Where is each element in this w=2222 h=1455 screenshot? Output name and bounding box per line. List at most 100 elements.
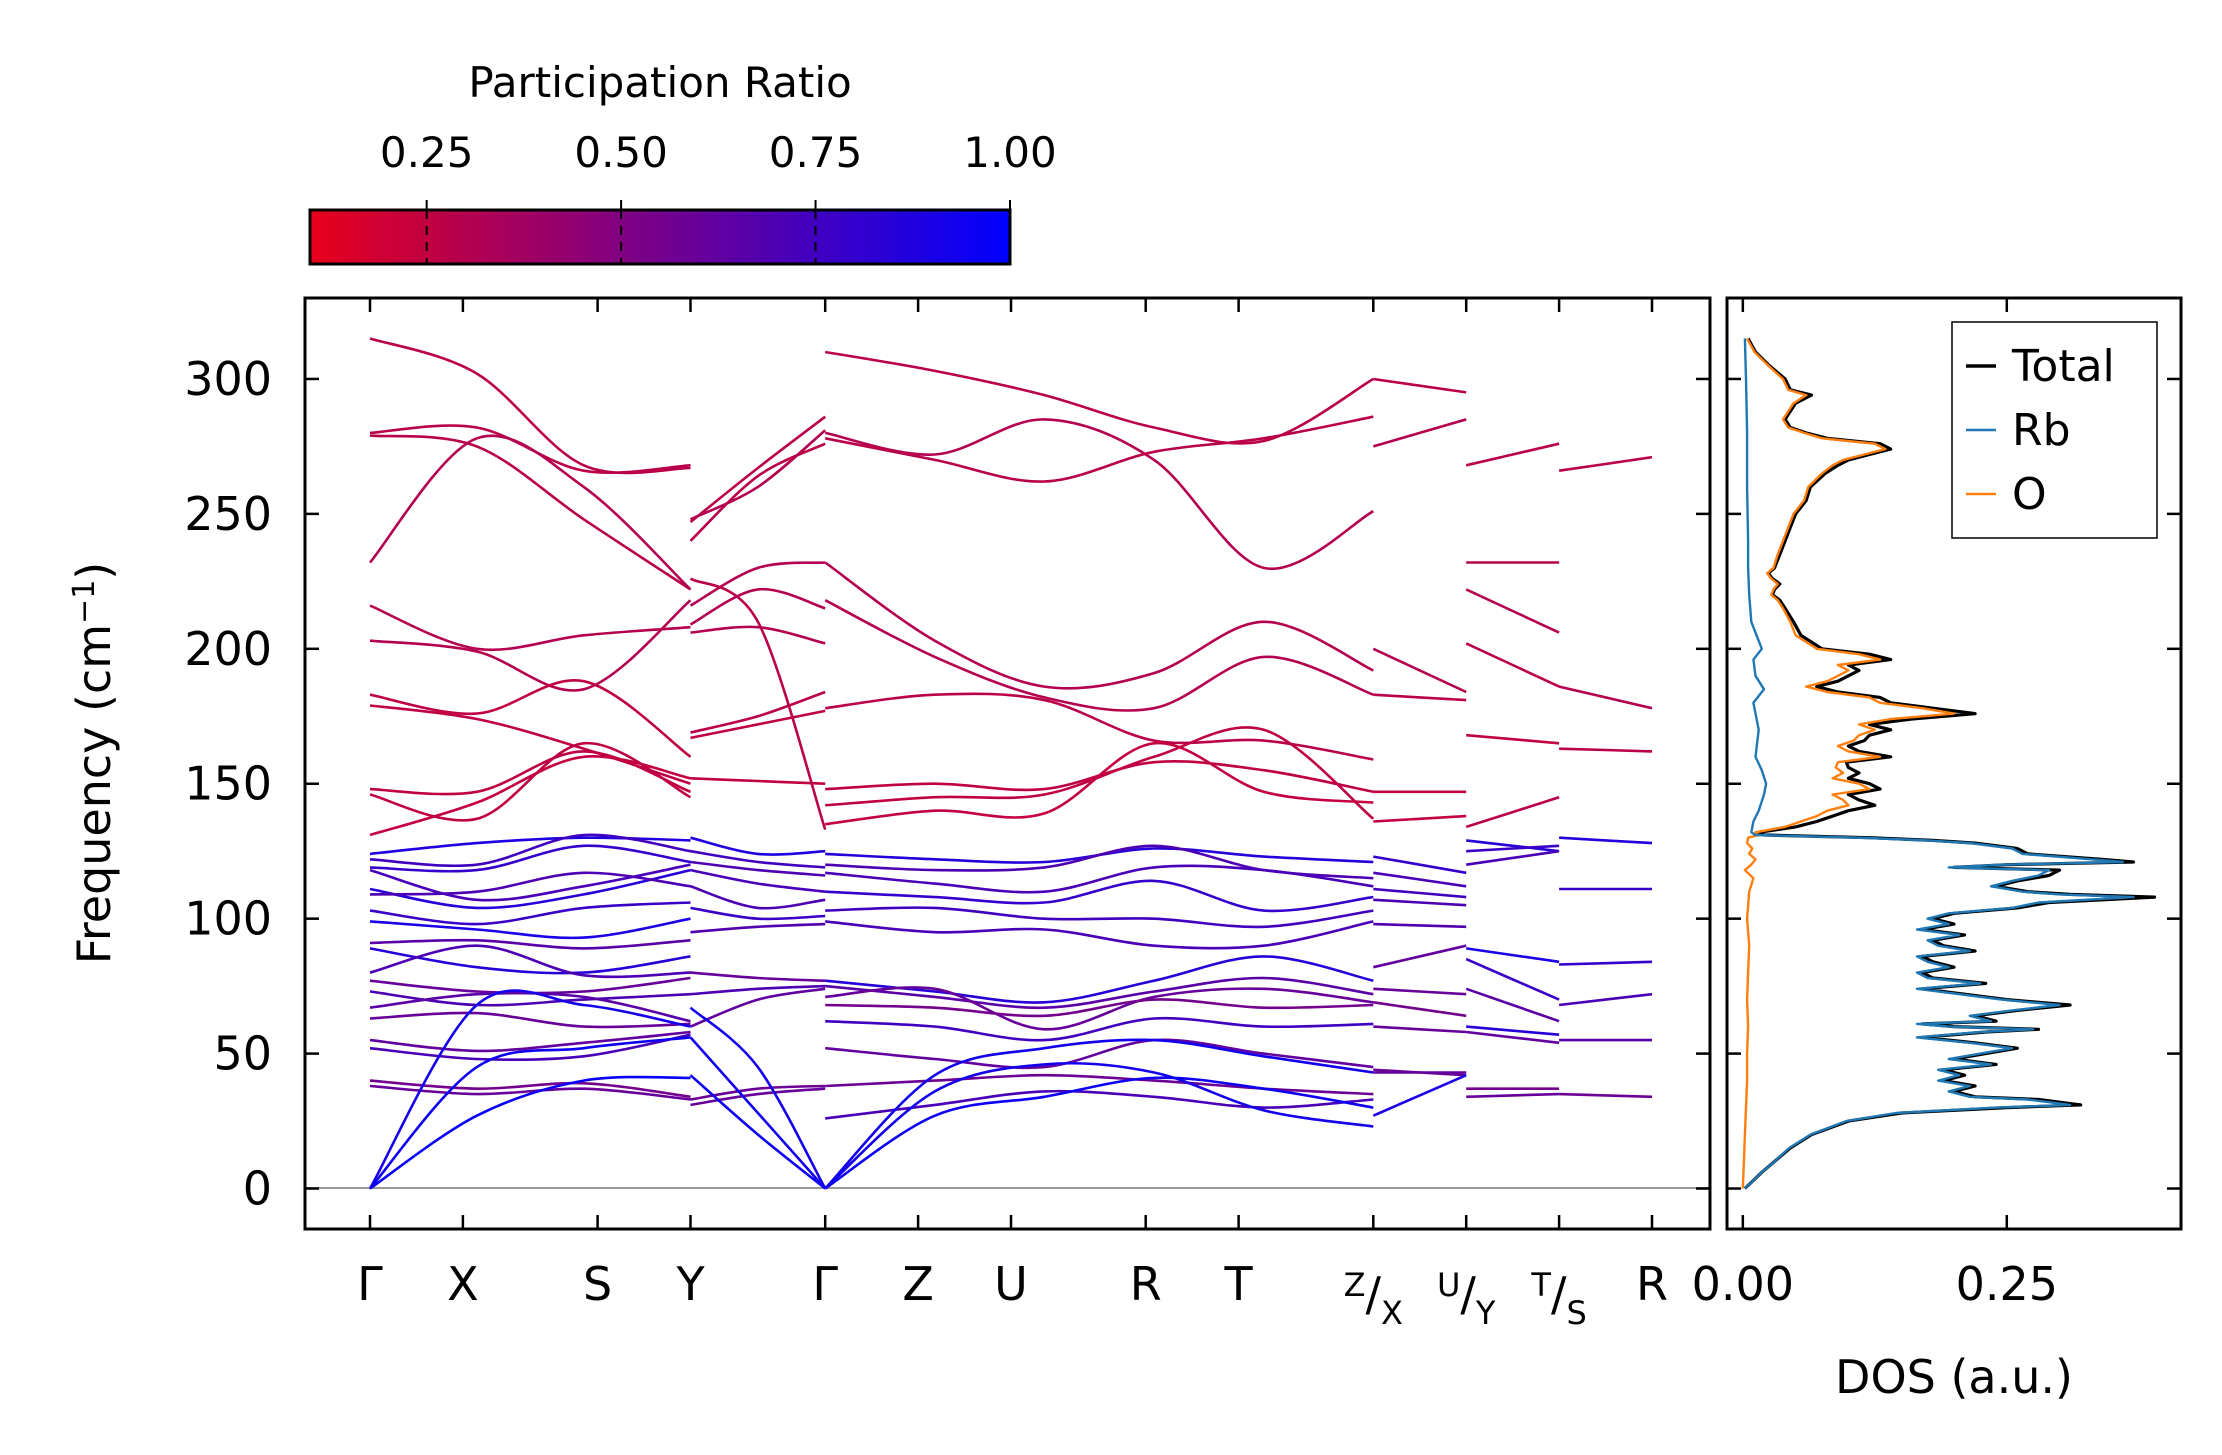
band-line [1466, 844, 1560, 853]
band-line [690, 868, 826, 893]
band-line [824, 415, 1374, 483]
band-y-axis-label: Frequency (cm−1) [67, 562, 121, 965]
y-tick-label: 50 [213, 1027, 272, 1081]
band-line [1373, 693, 1467, 702]
dos-x-tick-label: 0.00 [1692, 1257, 1794, 1311]
band-line [1373, 814, 1467, 823]
band-line [689, 561, 826, 607]
band-line [369, 990, 691, 1007]
band-line [825, 986, 1374, 1031]
band-line [690, 922, 826, 934]
band-line [1466, 733, 1560, 745]
dos-panel-frame [1725, 296, 2183, 1231]
x-tick-label-sup: U [1437, 1266, 1460, 1304]
band-line [690, 860, 826, 877]
band-line [690, 906, 826, 921]
legend: Total Rb O [1951, 321, 2158, 539]
band-line [690, 971, 826, 982]
band-line [369, 844, 691, 873]
band-line [1466, 1092, 1560, 1099]
band-line [1559, 1092, 1653, 1099]
band-line [689, 587, 826, 626]
band-line [369, 1030, 691, 1053]
band-line [1372, 647, 1467, 694]
band-line [369, 1036, 691, 1190]
x-tick-label-sub: X [1381, 1294, 1403, 1332]
band-line [1465, 987, 1560, 1023]
band-line [1558, 455, 1653, 472]
band-line [689, 1036, 827, 1190]
band-line [825, 741, 1374, 826]
colorbar: Participation Ratio 0.25 0.50 0.75 1.00 [308, 58, 1057, 266]
x-tick-label-sub: Y [1475, 1294, 1496, 1332]
x-tick-label: Γ [357, 1257, 383, 1311]
band-line [369, 750, 691, 796]
band-line [369, 741, 692, 822]
legend-label: Total [2011, 341, 2115, 392]
band-line [824, 418, 1374, 571]
phonon-bands [368, 337, 1653, 1190]
band-line [1373, 1025, 1467, 1034]
band-line [690, 777, 826, 785]
band-line [1373, 898, 1467, 907]
band-line [369, 868, 691, 910]
band-line [690, 709, 826, 740]
band-line [369, 1079, 691, 1099]
band-line [369, 917, 691, 940]
band-line [1373, 1001, 1467, 1018]
x-tick-label: T/S [1530, 1266, 1586, 1332]
band-line [689, 1074, 827, 1190]
colorbar-ticks: 0.25 0.50 0.75 1.00 [380, 128, 1057, 210]
y-tick-label: 150 [184, 757, 272, 811]
band-line [369, 434, 692, 591]
y-tick-label: 200 [184, 622, 272, 676]
band-line [369, 1011, 691, 1029]
band-line [1373, 377, 1467, 394]
legend-label: Rb [2012, 405, 2071, 456]
colorbar-gradient [310, 210, 1010, 264]
band-line [369, 947, 691, 975]
band-line [690, 690, 826, 734]
band-line [369, 434, 692, 591]
colorbar-tick-label: 0.25 [380, 128, 474, 177]
colorbar-tick-label: 0.50 [574, 128, 668, 177]
band-line [1465, 795, 1560, 829]
x-tick-label: U/Y [1437, 1266, 1496, 1332]
y-tick-label: 250 [184, 487, 272, 541]
colorbar-tick-label: 0.75 [769, 128, 863, 177]
band-line [1559, 836, 1653, 845]
band-line [825, 955, 1374, 1004]
band-line [369, 337, 691, 475]
band-line [690, 987, 826, 1028]
dos-x-axis-label: DOS (a.u.) [1835, 1350, 2073, 1404]
legend-entries: Total Rb O [1966, 341, 2115, 520]
x-tick-label-slash: / [1460, 1267, 1476, 1321]
band-line [1466, 839, 1560, 853]
dos-line-rb [1743, 338, 2135, 1190]
band-line [690, 836, 826, 856]
ylabel-exponent: −1 [67, 580, 102, 624]
band-line [369, 944, 691, 979]
band-line [369, 678, 692, 758]
band-line [369, 976, 691, 995]
x-tick-label: Z [902, 1257, 934, 1311]
band-line [369, 604, 691, 652]
x-tick-label-sup: Z [1344, 1266, 1366, 1304]
band-line [825, 879, 1374, 913]
band-line [825, 1089, 1374, 1120]
band-line [369, 754, 691, 837]
dos-series [1741, 337, 2157, 1190]
band-line [1465, 442, 1560, 467]
band-line [1372, 1074, 1467, 1117]
band-line [1466, 849, 1560, 866]
ylabel-base: Frequency (cm [67, 624, 121, 964]
colorbar-label: Participation Ratio [468, 58, 851, 107]
x-tick-label: R [1130, 1257, 1162, 1311]
band-line [689, 415, 826, 524]
band-line [689, 1006, 827, 1190]
band-line [1373, 987, 1467, 996]
y-tick-label: 0 [243, 1162, 272, 1216]
band-line [825, 692, 1374, 761]
dos-ticks: 0.00 0.25 [1692, 298, 2181, 1311]
